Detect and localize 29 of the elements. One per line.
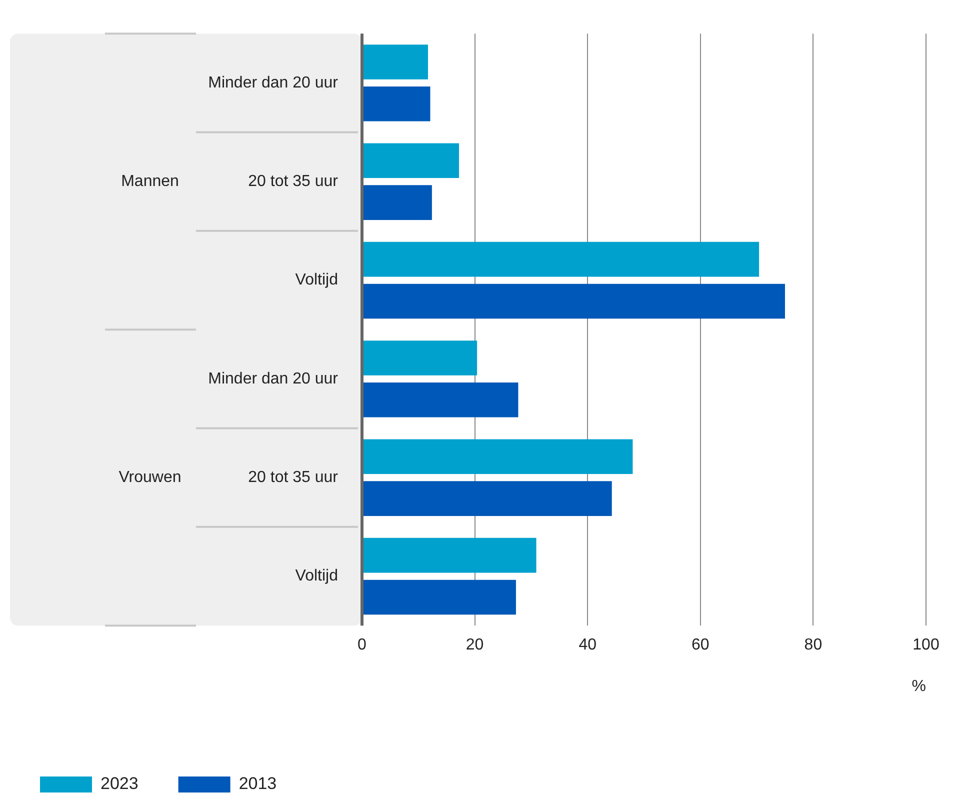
bar: [362, 185, 432, 220]
x-tick-label: 80: [804, 636, 822, 654]
y-tick-label: 20 tot 35 uur: [248, 173, 339, 190]
legend-label: 2013: [238, 774, 277, 794]
bar: [362, 340, 478, 376]
bar: [362, 439, 633, 474]
bar: [362, 143, 460, 178]
y-tick-label: Voltijd: [295, 272, 338, 289]
bar: [362, 481, 612, 516]
bar: [362, 382, 518, 418]
y-tick-label: Minder dan 20 uur: [208, 74, 339, 92]
bar: [362, 538, 536, 573]
x-tick-label: 100: [912, 636, 940, 654]
x-axis-title: %: [912, 678, 926, 695]
legend-label: 2023: [100, 774, 138, 794]
x-tick-label: 40: [578, 636, 597, 654]
text: Mannen: [121, 173, 179, 190]
text: Vrouwen: [118, 469, 182, 486]
bar: [362, 580, 516, 615]
bar: [362, 44, 428, 80]
y-tick-label: Voltijd: [295, 568, 338, 585]
x-tick-label: 60: [692, 636, 710, 654]
y-tick-label: 20 tot 35 uur: [248, 469, 339, 486]
bar: [362, 284, 785, 319]
bar: [362, 86, 430, 122]
x-tick-label: 20: [466, 636, 484, 654]
y-tick-label: Minder dan 20 uur: [208, 370, 339, 388]
x-tick-label: 0: [358, 636, 367, 654]
bar: [362, 242, 760, 277]
